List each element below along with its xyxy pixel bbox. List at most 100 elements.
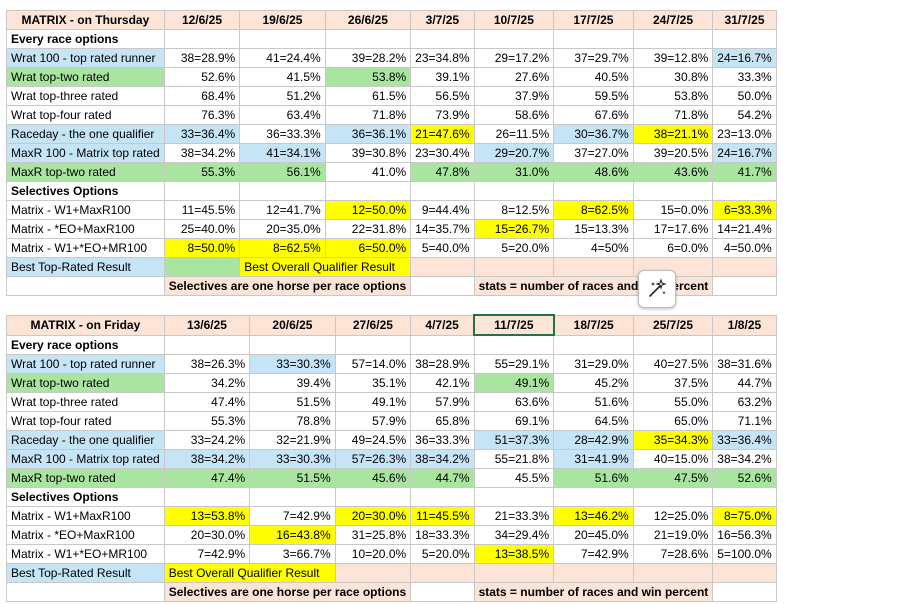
stat-cell[interactable]: 4=50.0% <box>712 238 777 258</box>
date-header-cell[interactable]: 4/7/25 <box>410 314 475 336</box>
stat-cell[interactable]: 14=21.4% <box>712 219 777 239</box>
empty-cell[interactable] <box>410 257 475 277</box>
empty-cell[interactable] <box>712 276 777 296</box>
stat-cell[interactable]: 28=42.9% <box>553 429 634 450</box>
row-label-cell[interactable]: Matrix - W1+*EO+MR100 <box>6 543 165 564</box>
stat-cell[interactable]: 35.1% <box>334 372 412 393</box>
empty-cell[interactable] <box>712 581 777 602</box>
empty-cell[interactable] <box>334 334 412 355</box>
stat-cell[interactable]: 49=24.5% <box>334 429 412 450</box>
empty-cell[interactable] <box>553 181 634 201</box>
stat-cell[interactable]: 3=66.7% <box>249 543 336 564</box>
empty-cell[interactable] <box>410 562 475 583</box>
section-label[interactable]: Every race options <box>6 334 165 355</box>
legend-best-overall[interactable]: Best Overall Qualifier Result <box>239 257 412 277</box>
empty-cell[interactable] <box>6 276 165 296</box>
stat-cell[interactable]: 41.5% <box>239 67 326 87</box>
empty-cell[interactable] <box>712 334 777 355</box>
empty-cell[interactable] <box>632 334 714 355</box>
stat-cell[interactable]: 38=34.2% <box>163 448 251 469</box>
row-label-cell[interactable]: MaxR 100 - Matrix top rated <box>6 143 165 163</box>
stat-cell[interactable]: 6=50.0% <box>324 238 412 258</box>
stat-cell[interactable]: 58.6% <box>473 105 555 125</box>
stat-cell[interactable]: 45.5% <box>473 467 555 488</box>
stat-cell[interactable]: 13=53.8% <box>163 505 251 526</box>
row-label-cell[interactable]: Matrix - *EO+MaxR100 <box>6 219 165 239</box>
date-header-cell[interactable]: 18/7/25 <box>553 314 634 336</box>
stat-cell[interactable]: 7=42.9% <box>163 543 251 564</box>
stat-cell[interactable]: 31=25.8% <box>334 524 412 545</box>
stat-cell[interactable]: 51.6% <box>553 467 634 488</box>
stat-cell[interactable]: 47.5% <box>632 467 714 488</box>
empty-cell[interactable] <box>410 486 475 507</box>
stat-cell[interactable]: 39=28.2% <box>324 48 412 68</box>
legend-green-swatch[interactable] <box>163 257 241 277</box>
stat-cell[interactable]: 9=44.4% <box>410 200 475 220</box>
stat-cell[interactable]: 21=47.6% <box>410 124 475 144</box>
stat-cell[interactable]: 34.2% <box>163 372 251 393</box>
empty-cell[interactable] <box>239 181 326 201</box>
stat-cell[interactable]: 38=21.1% <box>632 124 714 144</box>
stat-cell[interactable]: 52.6% <box>712 467 777 488</box>
stat-cell[interactable]: 44.7% <box>712 372 777 393</box>
stat-cell[interactable]: 7=42.9% <box>553 543 634 564</box>
stat-cell[interactable]: 56.1% <box>239 162 326 182</box>
date-header-cell[interactable]: 24/7/25 <box>632 10 714 30</box>
empty-cell[interactable] <box>553 486 634 507</box>
empty-cell[interactable] <box>410 581 475 602</box>
stat-cell[interactable]: 61.5% <box>324 86 412 106</box>
stat-cell[interactable]: 51.6% <box>553 391 634 412</box>
stat-cell[interactable]: 25=40.0% <box>163 219 241 239</box>
stat-cell[interactable]: 20=30.0% <box>163 524 251 545</box>
stat-cell[interactable]: 33=36.4% <box>163 124 241 144</box>
date-header-cell[interactable]: 1/8/25 <box>712 314 777 336</box>
stat-cell[interactable]: 5=20.0% <box>473 238 555 258</box>
stat-cell[interactable]: 31=41.9% <box>553 448 634 469</box>
date-header-cell[interactable]: 31/7/25 <box>712 10 777 30</box>
stat-cell[interactable]: 51.5% <box>249 467 336 488</box>
stat-cell[interactable]: 33=36.4% <box>712 429 777 450</box>
stat-cell[interactable]: 49.1% <box>334 391 412 412</box>
stat-cell[interactable]: 15=26.7% <box>473 219 555 239</box>
stat-cell[interactable]: 41.7% <box>712 162 777 182</box>
empty-cell[interactable] <box>249 486 336 507</box>
stat-cell[interactable]: 31=29.0% <box>553 353 634 374</box>
stat-cell[interactable]: 35=34.3% <box>632 429 714 450</box>
empty-cell[interactable] <box>632 29 714 49</box>
empty-cell[interactable] <box>632 486 714 507</box>
stat-cell[interactable]: 38=34.2% <box>712 448 777 469</box>
row-label-cell[interactable]: Wrat top-three rated <box>6 391 165 412</box>
stat-cell[interactable]: 32=21.9% <box>249 429 336 450</box>
stat-cell[interactable]: 36=33.3% <box>410 429 475 450</box>
row-label-cell[interactable]: Wrat 100 - top rated runner <box>6 353 165 374</box>
stat-cell[interactable]: 65.8% <box>410 410 475 431</box>
stat-cell[interactable]: 42.1% <box>410 372 475 393</box>
stat-cell[interactable]: 37=27.0% <box>553 143 634 163</box>
stat-cell[interactable]: 67.6% <box>553 105 634 125</box>
stat-cell[interactable]: 20=35.0% <box>239 219 326 239</box>
stat-cell[interactable]: 12=50.0% <box>324 200 412 220</box>
stat-cell[interactable]: 59.5% <box>553 86 634 106</box>
empty-cell[interactable] <box>410 276 475 296</box>
stat-cell[interactable]: 24=16.7% <box>712 143 777 163</box>
date-header-cell[interactable]: 20/6/25 <box>249 314 336 336</box>
empty-cell[interactable] <box>324 29 412 49</box>
stat-cell[interactable]: 53.8% <box>324 67 412 87</box>
stat-cell[interactable]: 41=24.4% <box>239 48 326 68</box>
empty-cell[interactable] <box>410 334 475 355</box>
stat-cell[interactable]: 18=33.3% <box>410 524 475 545</box>
stat-cell[interactable]: 21=19.0% <box>632 524 714 545</box>
stat-cell[interactable]: 51=37.3% <box>473 429 555 450</box>
stat-cell[interactable]: 15=13.3% <box>553 219 634 239</box>
empty-cell[interactable] <box>553 257 634 277</box>
stat-cell[interactable]: 20=30.0% <box>334 505 412 526</box>
stat-cell[interactable]: 23=30.4% <box>410 143 475 163</box>
stat-cell[interactable]: 7=42.9% <box>249 505 336 526</box>
stat-cell[interactable]: 47.8% <box>410 162 475 182</box>
stat-cell[interactable]: 38=31.6% <box>712 353 777 374</box>
stat-cell[interactable]: 13=38.5% <box>473 543 555 564</box>
stat-cell[interactable]: 52.6% <box>163 67 241 87</box>
empty-cell[interactable] <box>6 581 165 602</box>
stat-cell[interactable]: 23=13.0% <box>712 124 777 144</box>
stat-cell[interactable]: 57=14.0% <box>334 353 412 374</box>
